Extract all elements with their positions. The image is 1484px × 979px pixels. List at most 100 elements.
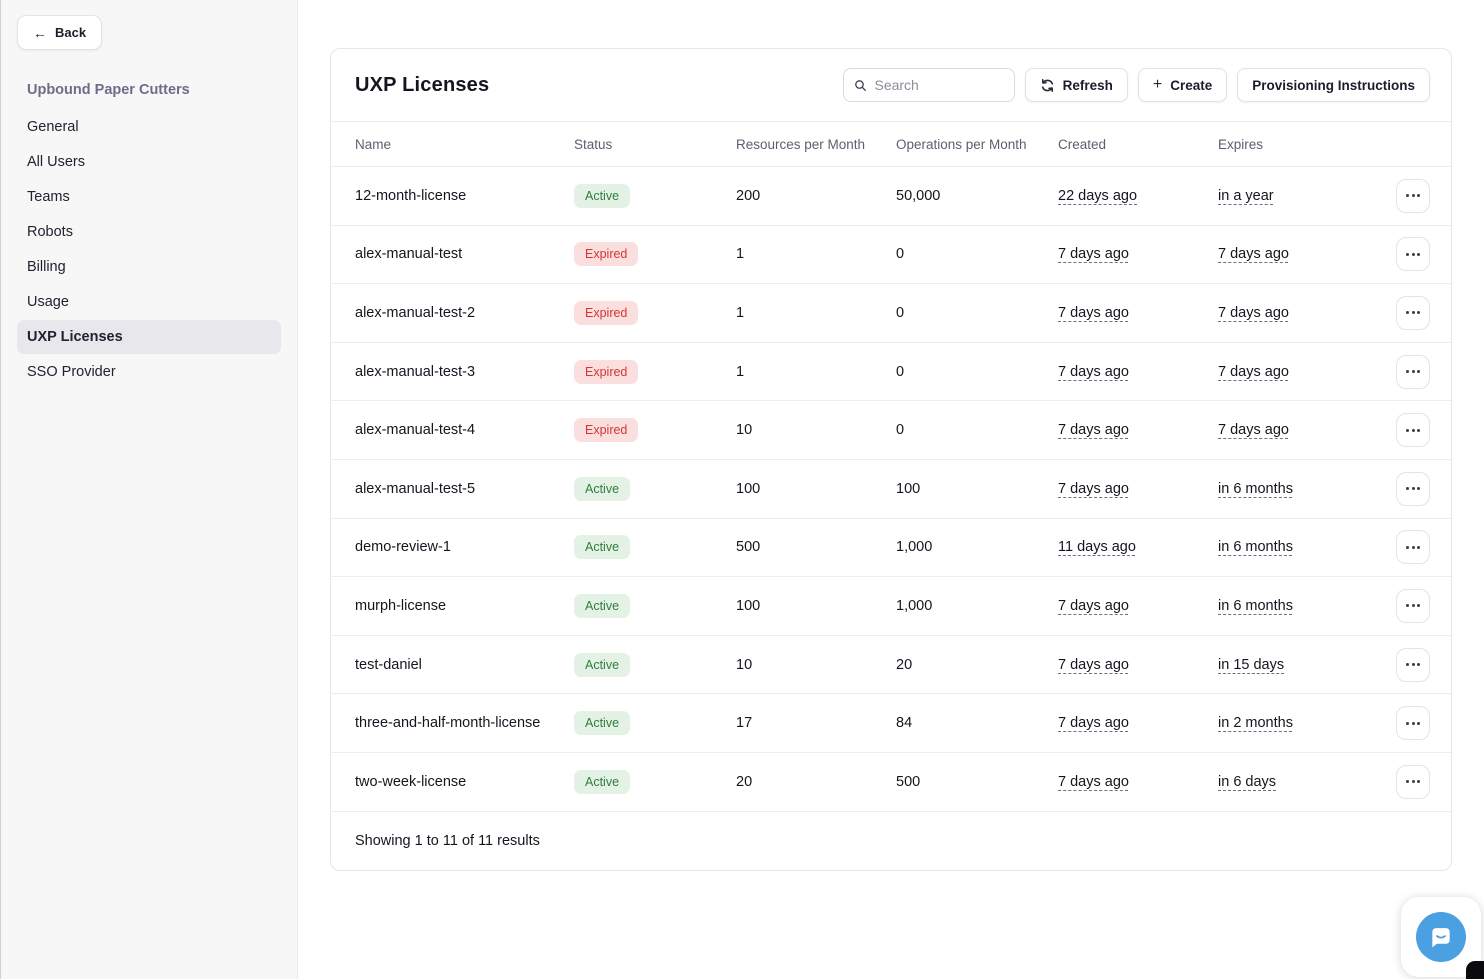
- expires-cell: 7 days ago: [1218, 304, 1289, 321]
- expires-cell: in 6 months: [1218, 597, 1293, 614]
- ellipsis-icon: [1406, 663, 1409, 667]
- table-header-row: Name Status Resources per Month Operatio…: [331, 121, 1451, 167]
- search-box[interactable]: [842, 68, 1015, 102]
- expires-cell: in 2 months: [1218, 715, 1293, 732]
- column-header-resources: Resources per Month: [736, 136, 866, 152]
- ellipsis-icon: [1406, 721, 1409, 725]
- provisioning-instructions-button[interactable]: Provisioning Instructions: [1237, 68, 1430, 102]
- column-header-status: Status: [574, 136, 613, 152]
- sidebar-item[interactable]: All Users: [27, 154, 86, 170]
- ellipsis-icon: [1406, 604, 1409, 608]
- table-row: alex-manual-test-5 Active 100 100 7 days…: [331, 460, 1451, 519]
- operations-per-month-cell: 0: [896, 422, 905, 439]
- row-actions-button[interactable]: [1396, 588, 1430, 623]
- operations-per-month-cell: 1,000: [896, 597, 933, 614]
- resources-per-month-cell: 1: [736, 363, 745, 380]
- status-badge: Active: [574, 593, 631, 618]
- refresh-button-label: Refresh: [1062, 77, 1113, 93]
- results-summary: Showing 1 to 11 of 11 results: [355, 832, 540, 849]
- ellipsis-icon: [1406, 252, 1409, 256]
- column-header-name: Name: [355, 136, 392, 152]
- refresh-button[interactable]: Refresh: [1024, 68, 1128, 102]
- sidebar-item[interactable]: Teams: [27, 189, 70, 205]
- license-name-cell: demo-review-1: [355, 539, 451, 556]
- ellipsis-icon: [1406, 428, 1409, 432]
- resources-per-month-cell: 100: [736, 480, 761, 497]
- back-arrow-icon: ←: [33, 24, 47, 41]
- operations-per-month-cell: 0: [896, 363, 905, 380]
- status-badge: Active: [574, 652, 631, 677]
- sidebar-nav: General All Users Teams Robots Billing Usage U…: [17, 110, 281, 389]
- expires-cell: in 6 months: [1218, 480, 1293, 497]
- license-name-cell: murph-license: [355, 597, 447, 614]
- row-actions-button[interactable]: [1396, 295, 1430, 330]
- table-row: alex-manual-test-3 Expired 1 0 7 days ag…: [331, 343, 1451, 402]
- row-actions-button[interactable]: [1396, 471, 1430, 506]
- sidebar-item[interactable]: General: [27, 119, 79, 135]
- license-name-cell: three-and-half-month-license: [355, 715, 541, 732]
- license-name-cell: alex-manual-test-2: [355, 304, 476, 321]
- row-actions-button[interactable]: [1396, 647, 1430, 682]
- operations-per-month-cell: 100: [896, 480, 921, 497]
- operations-per-month-cell: 50,000: [896, 187, 941, 204]
- resources-per-month-cell: 100: [736, 597, 761, 614]
- create-button-label: Create: [1170, 77, 1213, 93]
- operations-per-month-cell: 0: [896, 304, 905, 321]
- created-cell: 7 days ago: [1058, 773, 1129, 790]
- status-badge: Expired: [574, 300, 639, 325]
- expires-cell: 7 days ago: [1218, 246, 1289, 263]
- create-button[interactable]: + Create: [1137, 68, 1228, 102]
- status-badge: Active: [574, 769, 631, 794]
- license-name-cell: alex-manual-test-4: [355, 422, 476, 439]
- ellipsis-icon: [1406, 370, 1409, 374]
- resources-per-month-cell: 1: [736, 246, 745, 263]
- refresh-icon: [1041, 78, 1053, 92]
- row-actions-button[interactable]: [1396, 178, 1430, 213]
- table-row: demo-review-1 Active 500 1,000 11 days a…: [331, 519, 1451, 578]
- ellipsis-icon: [1406, 780, 1409, 784]
- plus-icon: +: [1152, 76, 1163, 93]
- created-cell: 7 days ago: [1058, 715, 1129, 732]
- back-button[interactable]: ← Back: [17, 15, 103, 50]
- resources-per-month-cell: 10: [736, 422, 753, 439]
- corner-overlay: [1466, 961, 1484, 979]
- column-header-created: Created: [1058, 136, 1107, 152]
- sidebar-item[interactable]: Billing: [27, 259, 66, 275]
- column-header-operations: Operations per Month: [896, 136, 1027, 152]
- table-row: alex-manual-test Expired 1 0 7 days ago …: [331, 226, 1451, 285]
- row-actions-button[interactable]: [1396, 413, 1430, 448]
- operations-per-month-cell: 84: [896, 715, 913, 732]
- created-cell: 7 days ago: [1058, 597, 1129, 614]
- license-name-cell: alex-manual-test-5: [355, 480, 476, 497]
- main-content: UXP Licenses Refresh: [298, 0, 1484, 979]
- row-actions-button[interactable]: [1396, 237, 1430, 272]
- expires-cell: in 15 days: [1218, 656, 1285, 673]
- row-actions-button[interactable]: [1396, 354, 1430, 389]
- status-badge: Active: [574, 535, 631, 560]
- ellipsis-icon: [1406, 487, 1409, 491]
- operations-per-month-cell: 500: [896, 773, 921, 790]
- sidebar-item[interactable]: UXP Licenses: [17, 320, 281, 354]
- status-badge: Expired: [574, 418, 639, 443]
- search-input[interactable]: [874, 77, 1004, 93]
- back-button-label: Back: [55, 25, 87, 40]
- created-cell: 7 days ago: [1058, 246, 1129, 263]
- row-actions-button[interactable]: [1396, 706, 1430, 741]
- table-body: 12-month-license Active 200 50,000 22 da…: [331, 167, 1451, 812]
- created-cell: 11 days ago: [1058, 539, 1136, 556]
- sidebar-item[interactable]: Robots: [27, 224, 73, 240]
- created-cell: 7 days ago: [1058, 304, 1129, 321]
- expires-cell: 7 days ago: [1218, 363, 1289, 380]
- license-name-cell: two-week-license: [355, 773, 467, 790]
- sidebar-item[interactable]: SSO Provider: [27, 364, 116, 380]
- ellipsis-icon: [1406, 194, 1409, 198]
- sidebar-item[interactable]: Usage: [27, 294, 69, 310]
- organization-title: Upbound Paper Cutters: [27, 82, 190, 98]
- row-actions-button[interactable]: [1396, 764, 1430, 799]
- operations-per-month-cell: 20: [896, 656, 913, 673]
- operations-per-month-cell: 0: [896, 246, 905, 263]
- chat-bubble-icon: [1416, 912, 1466, 962]
- created-cell: 22 days ago: [1058, 187, 1138, 204]
- row-actions-button[interactable]: [1396, 530, 1430, 565]
- resources-per-month-cell: 500: [736, 539, 761, 556]
